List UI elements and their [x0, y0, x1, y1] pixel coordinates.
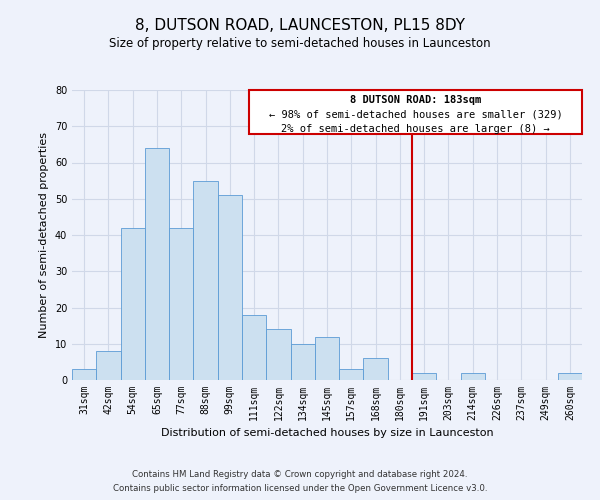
Text: 2% of semi-detached houses are larger (8) →: 2% of semi-detached houses are larger (8…: [281, 124, 550, 134]
Bar: [96, 351, 121, 380]
Bar: [412, 373, 436, 380]
Bar: [242, 315, 266, 380]
Bar: [558, 373, 582, 380]
Text: Size of property relative to semi-detached houses in Launceston: Size of property relative to semi-detach…: [109, 38, 491, 51]
Bar: [315, 336, 339, 380]
Text: 8 DUTSON ROAD: 183sqm: 8 DUTSON ROAD: 183sqm: [350, 96, 481, 106]
Bar: [218, 195, 242, 380]
X-axis label: Distribution of semi-detached houses by size in Launceston: Distribution of semi-detached houses by …: [161, 428, 493, 438]
Bar: [461, 373, 485, 380]
Bar: [72, 369, 96, 380]
Bar: [290, 344, 315, 380]
Y-axis label: Number of semi-detached properties: Number of semi-detached properties: [39, 132, 49, 338]
Bar: [193, 180, 218, 380]
Bar: [169, 228, 193, 380]
Text: Contains public sector information licensed under the Open Government Licence v3: Contains public sector information licen…: [113, 484, 487, 493]
Text: 8, DUTSON ROAD, LAUNCESTON, PL15 8DY: 8, DUTSON ROAD, LAUNCESTON, PL15 8DY: [135, 18, 465, 32]
Bar: [339, 369, 364, 380]
Text: Contains HM Land Registry data © Crown copyright and database right 2024.: Contains HM Land Registry data © Crown c…: [132, 470, 468, 479]
Bar: [145, 148, 169, 380]
Bar: [121, 228, 145, 380]
Text: ← 98% of semi-detached houses are smaller (329): ← 98% of semi-detached houses are smalle…: [269, 110, 563, 120]
FancyBboxPatch shape: [249, 90, 582, 134]
Bar: [364, 358, 388, 380]
Bar: [266, 329, 290, 380]
